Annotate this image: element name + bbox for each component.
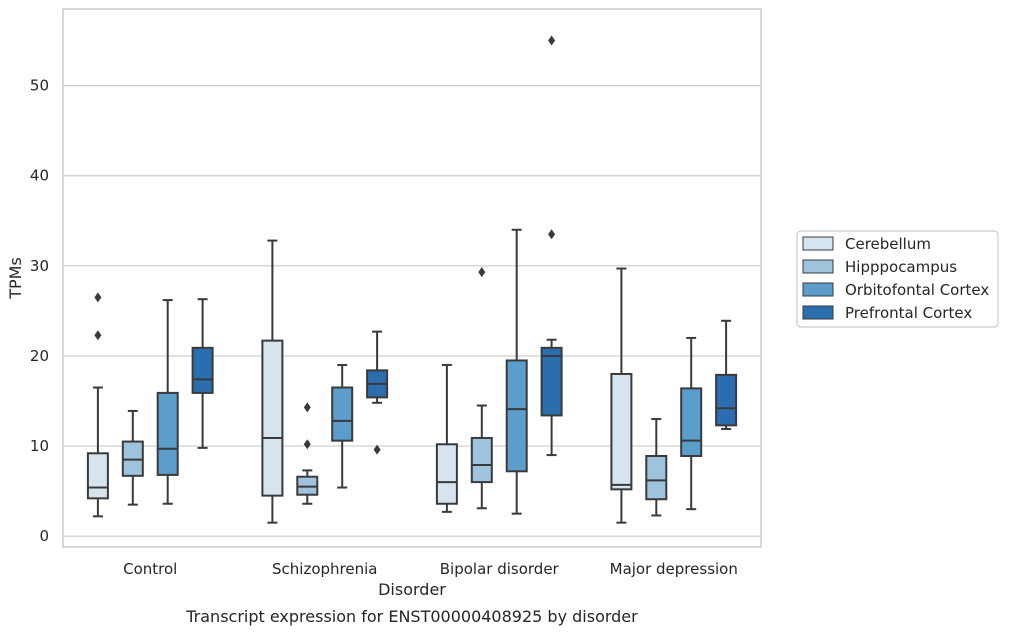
box-orbitofontal-cortex [156, 299, 179, 505]
box-iqr [715, 373, 738, 427]
legend-swatch [802, 282, 834, 297]
y-tick-label: 50 [30, 77, 49, 95]
legend-label: Cerebellum [845, 235, 931, 253]
x-axis-title: Disorder [378, 580, 446, 599]
box-cerebellum [261, 239, 284, 524]
box-prefrontal-cortex [540, 35, 563, 457]
box-orbitofontal-cortex [680, 336, 703, 511]
x-tick-label: Control [123, 560, 177, 578]
legend-label: Hipppocampus [845, 258, 957, 276]
y-tick-label: 40 [30, 167, 49, 185]
box-prefrontal-cortex [366, 330, 389, 455]
outlier-point [303, 402, 311, 413]
box-iqr [540, 346, 563, 417]
legend-label: Orbitofontal Cortex [845, 281, 989, 299]
box-orbitofontal-cortex [505, 228, 528, 515]
outlier-point [478, 267, 486, 278]
box-prefrontal-cortex [715, 319, 738, 430]
x-tick-labels: Control Schizophrenia Bipolar disorder Majo… [123, 560, 738, 578]
box-hipppocampus [121, 409, 144, 506]
box-prefrontal-cortex [191, 298, 214, 449]
outlier-point [548, 229, 556, 240]
outlier-point [303, 439, 311, 450]
box-cerebellum [610, 267, 633, 524]
box-iqr [156, 391, 179, 476]
y-axis-title: TPMs [6, 257, 25, 300]
outlier-point [94, 330, 102, 341]
legend-frame [796, 230, 999, 328]
box-cerebellum [86, 292, 109, 518]
outlier-point [373, 444, 381, 455]
y-tick-label: 20 [30, 347, 49, 365]
box-iqr [261, 339, 284, 497]
x-tick-label: Major depression [610, 560, 738, 578]
box-iqr [610, 372, 633, 491]
box-iqr [435, 443, 458, 505]
legend-swatch [802, 259, 834, 274]
outlier-point [94, 292, 102, 303]
legend: Cerebellum Hipppocampus Orbitofontal Corte… [796, 230, 999, 328]
box-iqr [505, 359, 528, 473]
box-orbitofontal-cortex [331, 363, 354, 489]
box-iqr [680, 387, 703, 457]
y-tick-labels: 0 10 20 30 40 50 [30, 77, 49, 546]
x-tick-label: Bipolar disorder [440, 560, 560, 578]
box-iqr [331, 386, 354, 442]
box-hipppocampus [470, 267, 493, 510]
legend-swatch [802, 305, 834, 320]
box-hipppocampus [296, 402, 319, 505]
box-hipppocampus [645, 418, 668, 517]
plot-frame [62, 8, 762, 548]
legend-swatch [802, 236, 834, 251]
box-iqr [645, 454, 668, 501]
box-iqr [86, 452, 109, 500]
y-tick-label: 10 [30, 437, 49, 455]
outlier-point [548, 35, 556, 46]
chart-caption: Transcript expression for ENST0000040892… [185, 607, 638, 626]
gridlines [63, 84, 761, 537]
x-tick-label: Schizophrenia [272, 560, 377, 578]
legend-label: Prefrontal Cortex [845, 304, 972, 322]
box-iqr [191, 346, 214, 394]
y-tick-label: 0 [39, 527, 49, 545]
y-tick-label: 30 [30, 257, 49, 275]
box-iqr [470, 436, 493, 484]
box-cerebellum [435, 363, 458, 513]
plot-boxes [86, 35, 738, 524]
